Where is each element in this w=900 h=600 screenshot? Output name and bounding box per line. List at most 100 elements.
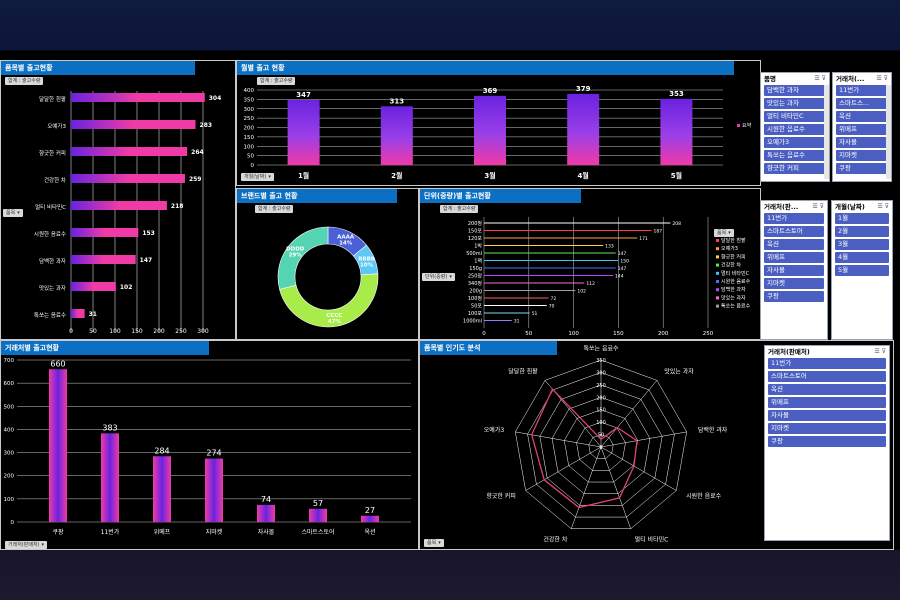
radar-spoke <box>515 431 602 448</box>
slicer-item[interactable]: 자사몰 <box>768 410 886 421</box>
y-tick-label: 300 <box>4 451 15 457</box>
slicer-item[interactable]: 11번가 <box>764 213 824 224</box>
field-button-sum[interactable]: 합계 : 출고수량 <box>257 77 296 85</box>
slicer-item[interactable]: 위메프 <box>836 124 888 135</box>
category-label: 톡쏘는 음료수 <box>34 312 66 319</box>
slicer-item[interactable]: 스마트스토어 <box>764 226 824 237</box>
slicer-item[interactable]: 스마트스... <box>836 98 888 109</box>
y-tick-label: 100 <box>244 144 255 150</box>
slicer-item[interactable]: 옥션 <box>768 384 886 395</box>
legend-swatch <box>716 255 719 259</box>
category-label: 150포 <box>468 229 483 235</box>
x-tick-label: 100 <box>109 328 121 335</box>
slicer-item[interactable]: 1월 <box>835 213 889 224</box>
field-button-unit[interactable]: 단위(중량) ▾ <box>422 273 455 281</box>
filter-clear-icon[interactable]: ☰ ⊽ <box>874 348 886 355</box>
slicer-item[interactable]: 맛있는 과자 <box>764 98 826 109</box>
store-slicer-top: 거래처(... ☰ ⊽ 11번가 스마트스... 옥션 위메프 자사몰 지마켓 쿠팡 <box>832 72 892 182</box>
slicer-item[interactable]: 멀티 비타민C <box>764 111 826 122</box>
slicer-item[interactable]: 위메프 <box>768 397 886 408</box>
slice-percent: 29% <box>289 253 303 259</box>
slicer-item[interactable]: 자사몰 <box>764 265 824 276</box>
slicer-scrollbar[interactable] <box>886 85 891 179</box>
slicer-item[interactable]: 3월 <box>835 239 889 250</box>
data-label: 31 <box>514 319 520 325</box>
filter-clear-icon[interactable]: ☰ ⊽ <box>814 75 826 82</box>
slicer-item[interactable]: 시원한 음료수 <box>764 124 826 135</box>
field-button-product[interactable]: 품목 ▾ <box>424 539 444 547</box>
bar <box>287 99 320 165</box>
data-label: 72 <box>551 296 557 302</box>
data-label: 112 <box>586 281 595 287</box>
data-label: 379 <box>576 85 591 93</box>
x-tick-label: 5월 <box>671 171 682 180</box>
slicer-item[interactable]: 쿠팡 <box>764 291 824 302</box>
x-tick-label: 50 <box>525 331 532 337</box>
field-button-sum[interactable]: 합계 : 출고수량 <box>5 77 44 85</box>
category-label: 멀티 비타민C <box>35 203 66 211</box>
field-button-sum[interactable]: 합계 : 출고수량 <box>255 205 294 213</box>
slicer-item[interactable]: 쿠팡 <box>836 163 888 174</box>
data-label: 660 <box>50 359 65 368</box>
data-label: 153 <box>142 230 155 237</box>
x-tick-label: 옥션 <box>364 528 375 536</box>
slicer-item[interactable]: 쿠팡 <box>768 436 886 447</box>
slicer-item[interactable]: 담백한 과자 <box>764 85 826 96</box>
field-button-sum[interactable]: 합계 : 출고수량 <box>440 205 479 213</box>
slicer-item[interactable]: 지마켓 <box>764 278 824 289</box>
data-label: 187 <box>654 229 663 235</box>
slicer-scrollbar[interactable] <box>824 85 829 179</box>
slicer-item[interactable]: 11번가 <box>836 85 888 96</box>
category-label: 100정 <box>468 295 482 302</box>
slicer-item[interactable]: 옥션 <box>764 239 824 250</box>
slicer-item[interactable]: 오예가3 <box>764 137 826 148</box>
data-label: 283 <box>200 122 213 129</box>
slicer-item[interactable]: 톡쏘는 음료수 <box>764 150 826 161</box>
bar <box>71 282 116 291</box>
monthly-shipment-panel: 월별 출고 현황 합계 : 출고수량 개월(날짜) ▾ 0 50 100 150 200 2… <box>236 60 761 186</box>
y-tick-label: 150 <box>244 135 255 141</box>
slicer-item[interactable]: 향긋한 커피 <box>764 163 826 174</box>
category-label: 200g <box>469 289 482 295</box>
filter-clear-icon[interactable]: ☰ ⊽ <box>877 203 889 210</box>
monthly-bar-chart: 0 50 100 150 200 250 300 350 400 347 1월 313 2월 369 3월 3… <box>244 85 752 180</box>
panel-title: 품목별 인기도 분석 <box>420 341 557 355</box>
slicer-item[interactable]: 5월 <box>835 265 889 276</box>
slicer-item[interactable]: 위메프 <box>764 252 824 263</box>
bar <box>71 93 205 102</box>
slicer-item[interactable]: 옥션 <box>836 111 888 122</box>
slicer-item[interactable]: 지마켓 <box>836 150 888 161</box>
bar <box>71 255 136 264</box>
legend-swatch <box>737 124 740 127</box>
data-label: 304 <box>209 95 222 102</box>
unit-shipment-panel: 단위(중량)별 출고현황 합계 : 출고수량 단위(중량) ▾ 품목 ▾ 0 50 10… <box>419 188 761 340</box>
field-button-product[interactable]: 품목 ▾ <box>3 209 23 217</box>
slicer-item[interactable]: 4월 <box>835 252 889 263</box>
store-bar-chart: 0 100 200 300 400 500 600 700 660 쿠팡 383 11번가 284 위메프… <box>4 358 411 536</box>
field-button-store[interactable]: 거래처(판매처) ▾ <box>5 541 48 549</box>
field-button-month[interactable]: 개월(날짜) ▾ <box>241 173 274 181</box>
slicer-item[interactable]: 스마트스토어 <box>768 371 886 382</box>
data-label: 150 <box>620 259 629 265</box>
legend-label: 요약 <box>742 122 752 129</box>
data-label: 171 <box>639 236 648 242</box>
slicer-item[interactable]: 11번가 <box>768 358 886 369</box>
slice-percent: 47% <box>328 319 342 325</box>
category-label: 50포 <box>471 304 482 310</box>
y-tick-label: 50 <box>247 154 254 160</box>
unit-bar-chart: 0 50 100 150 200 250 200정 208 150포 187 120포 171 1박 13… <box>463 217 751 337</box>
filter-clear-icon[interactable]: ☰ ⊽ <box>812 203 824 210</box>
data-label: 259 <box>189 176 202 183</box>
r-tick-label: 0 <box>599 445 602 451</box>
legend-label: 향긋한 커피 <box>721 253 746 260</box>
data-label: 144 <box>615 274 624 280</box>
filter-clear-icon[interactable]: ☰ ⊽ <box>876 75 888 82</box>
legend-label: 멀티 비타민C <box>721 270 750 277</box>
data-label: 102 <box>577 289 586 295</box>
data-label: 74 <box>261 495 271 504</box>
field-button-product[interactable]: 품목 ▾ <box>714 229 734 237</box>
slicer-item[interactable]: 2월 <box>835 226 889 237</box>
slicer-item[interactable]: 자사몰 <box>836 137 888 148</box>
slicer-item[interactable]: 지마켓 <box>768 423 886 434</box>
